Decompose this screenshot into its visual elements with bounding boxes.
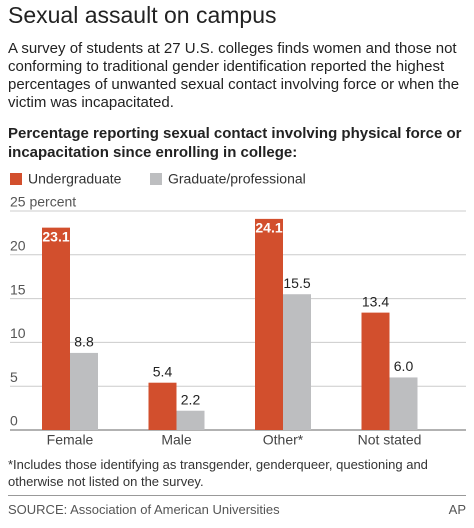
legend-swatch (150, 173, 162, 185)
y-tick-label: 10 (10, 325, 26, 341)
value-label: 6.0 (394, 358, 414, 374)
bar (148, 382, 177, 430)
title: Sexual assault on campus (8, 2, 277, 28)
y-tick-label: 25 percent (10, 194, 76, 210)
value-label: 8.8 (74, 334, 94, 350)
bar (389, 377, 418, 430)
bar (283, 294, 311, 430)
divider (8, 495, 466, 496)
legend-swatch (10, 173, 22, 185)
y-tick-label: 5 (10, 369, 18, 385)
y-tick-label: 15 (10, 281, 26, 297)
bar (70, 352, 98, 430)
y-tick-label: 20 (10, 238, 26, 254)
y-tick-label: 0 (10, 413, 18, 429)
bar (361, 312, 390, 430)
x-tick-label: Not stated (358, 432, 422, 448)
value-label: 5.4 (153, 363, 173, 379)
x-tick-label: Female (47, 432, 94, 448)
x-tick-label: Male (161, 432, 192, 448)
value-label: 23.1 (42, 228, 69, 244)
value-label: 15.5 (283, 275, 310, 291)
bar (255, 218, 283, 430)
bar (176, 410, 205, 430)
legend-label: Graduate/professional (168, 171, 306, 187)
subtitle: A survey of students at 27 U.S. colleges… (8, 40, 460, 111)
footnote: *Includes those identifying as transgend… (8, 457, 428, 489)
value-label: 2.2 (181, 391, 201, 407)
value-label: 13.4 (362, 293, 389, 309)
value-label: 24.1 (255, 220, 282, 236)
x-tick-label: Other* (263, 432, 304, 448)
bar (42, 227, 70, 430)
source: SOURCE: Association of American Universi… (8, 502, 280, 517)
chart: Undergraduate Graduate/professional 0 5 10 15… (10, 171, 466, 448)
legend-label: Undergraduate (28, 171, 122, 187)
credit: AP (448, 502, 466, 517)
chart-title: Percentage reporting sexual contact invo… (8, 125, 462, 161)
